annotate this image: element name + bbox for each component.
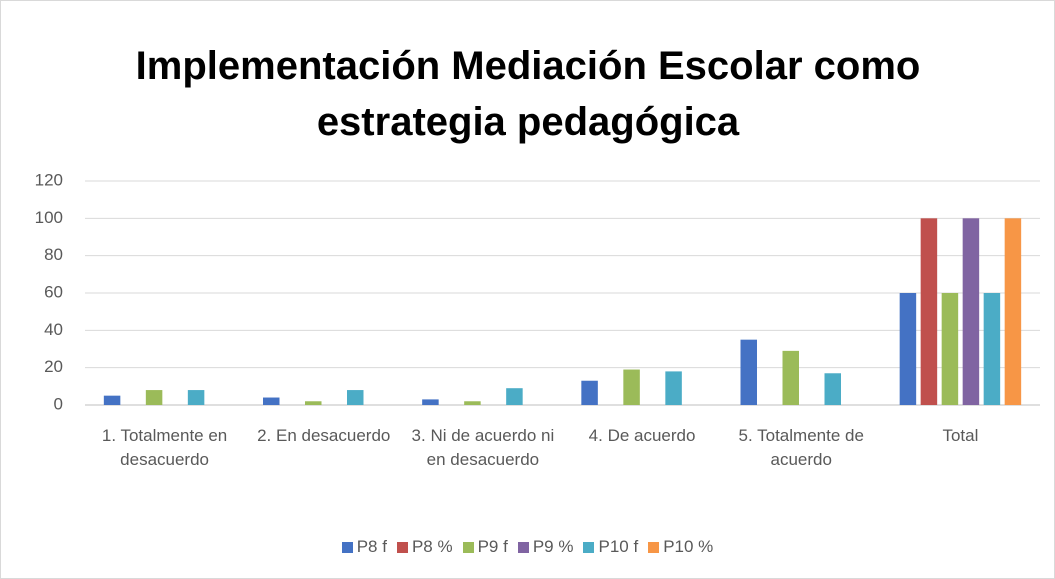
legend-swatch	[462, 541, 474, 553]
x-tick-label: 1. Totalmente en desacuerdo	[101, 426, 228, 469]
bar	[941, 293, 959, 405]
bar	[782, 350, 799, 405]
legend-item: P9 f	[462, 537, 508, 557]
y-tick-label: 80	[44, 245, 63, 264]
legend-label: P9 %	[532, 537, 574, 556]
legend-label: P10 f	[598, 537, 639, 556]
legend-swatch	[396, 541, 408, 553]
x-tick-label: 2. En desacuerdo	[257, 426, 391, 445]
bar	[103, 395, 121, 405]
bar	[464, 401, 481, 405]
legend-label: P9 f	[477, 537, 508, 556]
y-tick-label: 100	[35, 208, 63, 227]
legend-item: P8 %	[396, 537, 453, 557]
x-tick-label: 4. De acuerdo	[588, 426, 696, 445]
y-tick-label: 120	[35, 170, 63, 189]
legend-label: P8 %	[411, 537, 453, 556]
x-tick-label: 5. Totalmente de acuerdo	[738, 426, 864, 469]
bar	[899, 293, 917, 405]
bar	[506, 388, 523, 405]
legend-label: P10 %	[663, 537, 714, 556]
y-tick-label: 0	[54, 394, 63, 413]
bar	[263, 397, 280, 405]
bar	[187, 390, 205, 405]
bar	[920, 218, 938, 405]
legend-label: P8 f	[356, 537, 387, 556]
legend: P8 f P8 % P9 f P9 % P10 f P10 %	[0, 537, 1055, 557]
bar	[422, 399, 439, 405]
bar	[623, 369, 640, 405]
bar	[983, 293, 1001, 405]
bar	[665, 371, 682, 405]
legend-item: P8 f	[341, 537, 387, 557]
y-tick-label: 40	[44, 320, 63, 339]
legend-swatch	[341, 541, 353, 553]
bar	[824, 373, 841, 405]
bar	[962, 218, 980, 405]
y-tick-label: 60	[44, 282, 63, 301]
legend-swatch	[583, 541, 595, 553]
bar	[1004, 218, 1022, 405]
chart-title: Implementación Mediación Escolar como es…	[135, 44, 921, 144]
legend-swatch	[648, 541, 660, 553]
bar	[145, 390, 163, 405]
bar	[305, 401, 322, 405]
bar	[347, 390, 364, 405]
x-tick-label: Total	[942, 426, 979, 445]
y-tick-label: 20	[44, 357, 63, 376]
legend-item: P9 %	[517, 537, 574, 557]
legend-item: P10 %	[648, 537, 713, 557]
bar	[581, 380, 598, 405]
bar	[740, 339, 757, 405]
legend-swatch	[517, 541, 529, 553]
legend-item: P10 f	[583, 537, 638, 557]
x-tick-label: 3. Ni de acuerdo ni en desacuerdo	[411, 426, 555, 469]
